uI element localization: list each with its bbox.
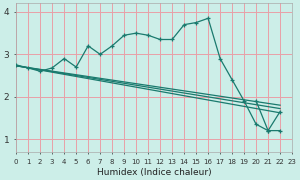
X-axis label: Humidex (Indice chaleur): Humidex (Indice chaleur)	[97, 168, 212, 177]
